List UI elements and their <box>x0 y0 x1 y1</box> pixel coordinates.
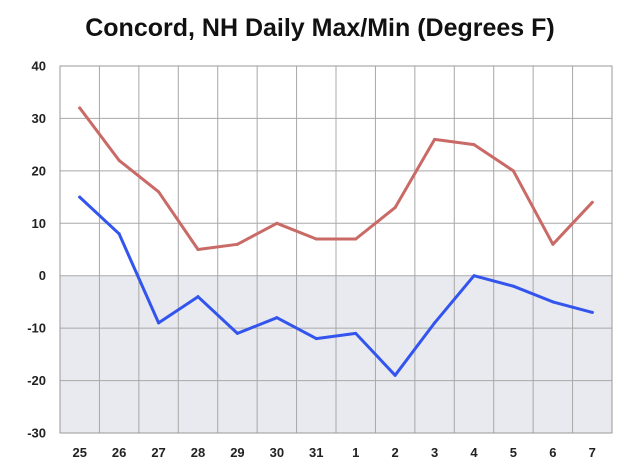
data-point <box>196 295 200 299</box>
data-point <box>78 195 82 199</box>
data-point <box>196 248 200 251</box>
data-point <box>78 106 82 110</box>
x-tick-label: 4 <box>470 445 478 460</box>
y-tick-label: -10 <box>27 321 46 336</box>
x-tick-label: 25 <box>72 445 86 460</box>
plot-border <box>59 65 613 434</box>
y-tick-label: 40 <box>32 59 46 74</box>
x-tick-label: 2 <box>392 445 399 460</box>
data-point <box>551 242 555 246</box>
series-line-max <box>78 106 594 251</box>
data-point <box>275 221 279 225</box>
grid-lines <box>59 65 613 434</box>
x-tick-label: 5 <box>510 445 517 460</box>
x-tick-label: 3 <box>431 445 438 460</box>
data-point <box>354 331 358 335</box>
y-tick-label: 20 <box>32 163 46 178</box>
data-point <box>472 143 476 147</box>
x-tick-label: 29 <box>230 445 244 460</box>
data-point <box>511 284 515 288</box>
x-tick-label: 6 <box>549 445 556 460</box>
series-layer <box>78 106 594 377</box>
data-point <box>551 300 555 304</box>
x-tick-label: 7 <box>589 445 596 460</box>
y-tick-label: 30 <box>32 111 46 126</box>
data-point <box>117 232 121 236</box>
y-tick-label: 0 <box>39 268 46 283</box>
data-point <box>590 200 594 204</box>
x-tick-label: 1 <box>352 445 359 460</box>
data-point <box>117 158 121 162</box>
x-axis-tick-labels: 25 26 27 28 29 30 31 1 2 3 4 5 6 7 <box>72 445 595 460</box>
data-point <box>393 373 397 377</box>
x-tick-label: 31 <box>309 445 323 460</box>
y-tick-label: 10 <box>32 216 46 231</box>
data-point <box>393 206 397 210</box>
chart-title: Concord, NH Daily Max/Min (Degrees F) <box>85 14 555 42</box>
data-point <box>354 237 358 241</box>
x-tick-label: 27 <box>151 445 165 460</box>
y-axis-tick-labels: -30 -20 -10 0 10 20 30 40 <box>27 59 46 441</box>
x-tick-label: 26 <box>112 445 126 460</box>
data-point <box>314 237 318 241</box>
data-point <box>433 321 437 325</box>
data-point <box>590 310 594 314</box>
data-point <box>314 337 318 341</box>
x-tick-label: 28 <box>191 445 205 460</box>
data-point <box>275 316 279 320</box>
data-point <box>433 137 437 141</box>
data-point <box>235 242 239 246</box>
y-tick-label: -20 <box>27 373 46 388</box>
data-point <box>511 169 515 173</box>
series-line-min <box>78 195 594 377</box>
y-tick-label: -30 <box>27 426 46 441</box>
x-tick-label: 30 <box>270 445 284 460</box>
data-point <box>157 190 161 194</box>
data-point <box>472 274 476 278</box>
data-point <box>235 331 239 335</box>
data-point <box>157 321 161 325</box>
